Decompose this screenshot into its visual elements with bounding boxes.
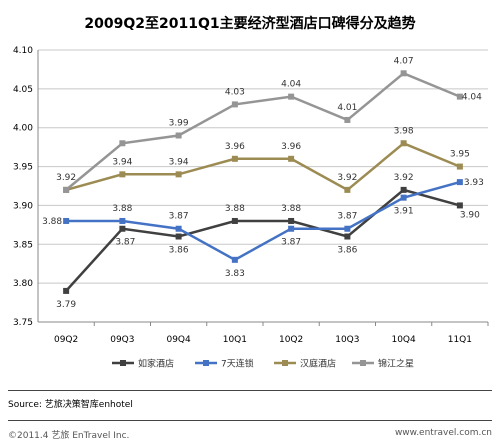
- data-label: 4.04: [462, 93, 482, 103]
- data-point: [288, 155, 295, 162]
- x-tick-label: 09Q3: [110, 335, 134, 345]
- data-point: [288, 217, 295, 224]
- data-point: [231, 101, 238, 108]
- legend-marker: [282, 360, 288, 366]
- data-label: 3.83: [225, 269, 245, 279]
- x-tick-label: 09Q4: [166, 335, 191, 345]
- data-point: [456, 179, 463, 186]
- data-point: [175, 132, 182, 139]
- divider-top: [8, 390, 492, 391]
- data-label: 3.92: [56, 173, 76, 183]
- data-label: 3.88: [225, 204, 245, 214]
- data-label: 3.86: [337, 246, 357, 256]
- legend-marker: [360, 360, 366, 366]
- y-tick-label: 3.95: [13, 163, 33, 173]
- website-link[interactable]: www.entravel.com.cn: [394, 428, 492, 438]
- data-point: [175, 233, 182, 240]
- legend-label: 如家酒店: [138, 358, 174, 370]
- y-tick-label: 4.05: [13, 85, 33, 95]
- data-label: 3.87: [337, 212, 357, 222]
- data-label: 3.87: [115, 238, 135, 248]
- data-point: [456, 202, 463, 209]
- data-point: [119, 171, 126, 178]
- data-label: 4.01: [337, 103, 357, 113]
- data-label: 4.03: [225, 87, 245, 97]
- series-line: [66, 180, 461, 262]
- data-point: [344, 225, 351, 232]
- data-point: [288, 225, 295, 232]
- data-label: 4.07: [394, 56, 414, 66]
- data-label: 4.04: [281, 80, 301, 90]
- series-line: [65, 71, 461, 191]
- data-point: [288, 93, 295, 100]
- y-tick-label: 4.10: [13, 46, 33, 56]
- data-point: [344, 233, 351, 240]
- legend-label: 锦江之星: [378, 358, 414, 370]
- data-label: 3.96: [225, 142, 245, 152]
- data-label: 3.96: [281, 142, 301, 152]
- data-point: [231, 155, 238, 162]
- data-point: [456, 163, 463, 170]
- y-tick-label: 3.85: [13, 240, 33, 250]
- data-label: 3.94: [112, 157, 132, 167]
- x-tick-label: 10Q4: [391, 335, 416, 345]
- data-point: [63, 186, 70, 193]
- legend-marker: [120, 360, 126, 366]
- series-line: [65, 141, 461, 192]
- data-point: [119, 140, 126, 147]
- data-point: [231, 256, 238, 263]
- divider-bottom: [8, 420, 492, 421]
- series-line: [65, 188, 461, 292]
- data-label: 3.91: [394, 207, 414, 217]
- data-label: 3.99: [169, 118, 189, 128]
- copyright-text: ©2011.4 艺旅 EnTravel Inc.: [8, 431, 130, 441]
- data-label: 3.87: [281, 238, 301, 248]
- data-point: [119, 225, 126, 232]
- y-tick-label: 3.75: [13, 318, 33, 328]
- data-point: [344, 186, 351, 193]
- data-point: [400, 140, 407, 147]
- data-label: 3.79: [56, 300, 76, 310]
- data-label: 3.88: [42, 217, 62, 227]
- plot-area: 3.75 3.80 3.85 3.90 3.95 4.00 4.05 4.10 09Q2 09Q3…: [13, 46, 489, 345]
- legend-label: 7天连锁: [221, 358, 254, 370]
- legend-marker: [203, 360, 209, 366]
- data-point: [456, 93, 463, 100]
- legend-label: 汉庭酒店: [300, 358, 336, 370]
- data-label: 3.92: [394, 173, 414, 183]
- y-tick-label: 4.00: [13, 124, 33, 134]
- data-label: 3.95: [450, 150, 470, 160]
- data-point: [63, 217, 70, 224]
- x-tick-label: 09Q2: [54, 335, 78, 345]
- data-label: 3.88: [112, 204, 132, 214]
- data-point: [400, 70, 407, 77]
- data-label: 3.94: [169, 157, 189, 167]
- source-text: Source: 艺旅决策智库enhotel: [8, 400, 133, 410]
- data-point: [400, 194, 407, 201]
- data-label: 3.90: [460, 210, 480, 220]
- y-tick-label: 3.90: [13, 201, 33, 211]
- legend: 如家酒店 7天连锁 汉庭酒店 锦江之星: [112, 358, 414, 370]
- data-label: 3.92: [337, 173, 357, 183]
- x-tick-label: 11Q1: [448, 335, 472, 345]
- data-label: 3.88: [281, 204, 301, 214]
- data-point: [400, 186, 407, 193]
- y-tick-label: 3.80: [13, 279, 33, 289]
- data-label: 3.87: [169, 212, 189, 222]
- data-label: 3.98: [394, 126, 414, 136]
- x-tick-label: 10Q1: [223, 335, 247, 345]
- x-tick-label: 10Q2: [279, 335, 303, 345]
- x-tick-label: 10Q3: [335, 335, 359, 345]
- data-point: [119, 217, 126, 224]
- data-point: [344, 116, 351, 123]
- chart-title: 2009Q2至2011Q1主要经济型酒店口碑得分及趋势: [84, 15, 415, 32]
- data-point: [231, 217, 238, 224]
- data-label: 3.86: [169, 246, 189, 256]
- data-point: [63, 287, 70, 294]
- data-point: [175, 171, 182, 178]
- data-point: [175, 225, 182, 232]
- data-label: 3.93: [464, 178, 484, 188]
- plot-background: [38, 50, 488, 322]
